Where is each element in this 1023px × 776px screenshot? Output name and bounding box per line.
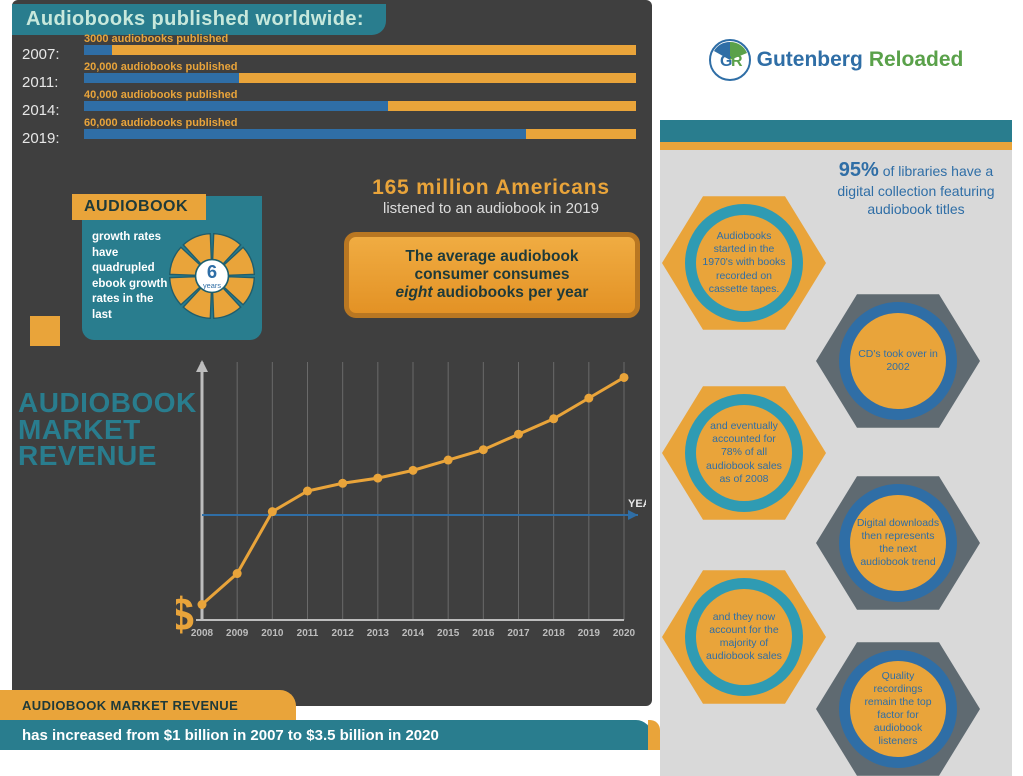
brand-text-2: Reloaded xyxy=(869,48,964,72)
revenue-title: AUDIOBOOKMARKETREVENUE xyxy=(18,390,178,470)
header-title: Audiobooks published worldwide: xyxy=(12,4,386,35)
callout-line3: eight audiobooks per year xyxy=(396,284,589,302)
callout-line1: The average audiobook xyxy=(405,248,578,266)
growth-box: AUDIOBOOK growth rates have quadrupled e… xyxy=(82,196,262,340)
hex-timeline: Audiobooks started in the 1970's with bo… xyxy=(660,160,1012,776)
hex-shape: Audiobooks started in the 1970's with bo… xyxy=(662,192,826,334)
infographic-canvas: Audiobooks published worldwide: 2007:300… xyxy=(0,0,1023,776)
svg-text:2008: 2008 xyxy=(191,628,214,639)
bar-track: 60,000 audiobooks published xyxy=(84,129,642,147)
hex-ring: CD's took over in 2002 xyxy=(839,302,957,420)
bar-blue-seg xyxy=(84,101,388,111)
hex-shape: and they now account for the majority of… xyxy=(662,566,826,708)
callout-line3-rest: audiobooks per year xyxy=(433,284,589,301)
growth-text: growth rates have quadrupled ebook growt… xyxy=(92,230,176,323)
teal-strip xyxy=(660,120,1012,142)
legend-square-icon xyxy=(30,316,60,346)
svg-text:R: R xyxy=(731,53,743,70)
hex-shape: Digital downloads then represents the ne… xyxy=(816,472,980,614)
hex-shape: Quality recordings remain the top factor… xyxy=(816,638,980,776)
hex-ring: and eventually accounted for 78% of all … xyxy=(685,394,803,512)
hex-text: and eventually accounted for 78% of all … xyxy=(696,405,792,501)
callout-line2: consumer consumes xyxy=(414,266,569,284)
bar-year: 2019: xyxy=(22,130,84,147)
svg-text:6: 6 xyxy=(207,261,217,282)
bar-blue-seg xyxy=(84,129,526,139)
svg-text:years: years xyxy=(203,281,221,290)
revenue-line-chart: YEARS$2008200920102011201220132014201520… xyxy=(176,358,646,650)
bar-row: 2019:60,000 audiobooks published xyxy=(22,124,642,152)
bar-caption: 3000 audiobooks published xyxy=(84,33,228,45)
svg-text:2013: 2013 xyxy=(367,628,390,639)
bar-orange-seg xyxy=(239,73,636,83)
svg-text:2014: 2014 xyxy=(402,628,425,639)
svg-text:2017: 2017 xyxy=(507,628,530,639)
bar-year: 2007: xyxy=(22,46,84,63)
hex-ring: Audiobooks started in the 1970's with bo… xyxy=(685,204,803,322)
svg-text:2016: 2016 xyxy=(472,628,495,639)
footer-stub xyxy=(648,720,660,750)
hex-text: and they now account for the majority of… xyxy=(696,589,792,685)
brand-text-1: Gutenberg xyxy=(757,48,863,72)
hex-node: Quality recordings remain the top factor… xyxy=(816,638,980,776)
hex-node: CD's took over in 2002 xyxy=(816,290,980,432)
brand-logo: G R GutenbergReloaded xyxy=(709,39,964,81)
bar-year: 2011: xyxy=(22,74,84,91)
hex-ring: Digital downloads then represents the ne… xyxy=(839,484,957,602)
svg-text:2018: 2018 xyxy=(543,628,566,639)
bar-orange-seg xyxy=(388,101,636,111)
bar-blue-seg xyxy=(84,73,239,83)
logo-box: G R GutenbergReloaded xyxy=(660,0,1012,120)
hex-node: Audiobooks started in the 1970's with bo… xyxy=(662,192,826,334)
published-bars: 2007:3000 audiobooks published2011:20,00… xyxy=(22,40,642,152)
svg-text:YEARS: YEARS xyxy=(628,498,646,510)
hex-text: Quality recordings remain the top factor… xyxy=(850,661,946,757)
bar-caption: 40,000 audiobooks published xyxy=(84,89,237,101)
hex-text: CD's took over in 2002 xyxy=(850,313,946,409)
brand-mark-icon: G R xyxy=(709,39,751,81)
callout-emph: eight xyxy=(396,284,433,301)
bar-caption: 60,000 audiobooks published xyxy=(84,117,237,129)
bar-year: 2014: xyxy=(22,102,84,119)
stat-165m-line1: 165 million Americans xyxy=(336,176,646,200)
stat-165m-line2: listened to an audiobook in 2019 xyxy=(336,200,646,217)
hex-ring: and they now account for the majority of… xyxy=(685,578,803,696)
footer-teal-bar: has increased from $1 billion in 2007 to… xyxy=(0,720,652,750)
svg-text:2019: 2019 xyxy=(578,628,601,639)
growth-pie-icon: 6years xyxy=(166,230,258,322)
stat-165m: 165 million Americans listened to an aud… xyxy=(336,176,646,217)
hex-text: Digital downloads then represents the ne… xyxy=(850,495,946,591)
bar-blue-seg xyxy=(84,45,112,55)
bar-orange-seg xyxy=(526,129,636,139)
hex-node: Digital downloads then represents the ne… xyxy=(816,472,980,614)
svg-text:2010: 2010 xyxy=(261,628,284,639)
svg-text:2009: 2009 xyxy=(226,628,249,639)
hex-node: and eventually accounted for 78% of all … xyxy=(662,382,826,524)
hex-text: Audiobooks started in the 1970's with bo… xyxy=(696,215,792,311)
bar-orange-seg xyxy=(112,45,636,55)
orange-strip xyxy=(660,142,1012,150)
svg-text:2020: 2020 xyxy=(613,628,636,639)
left-panel: Audiobooks published worldwide: 2007:300… xyxy=(12,0,652,706)
hex-shape: and eventually accounted for 78% of all … xyxy=(662,382,826,524)
right-column: G R GutenbergReloaded 95% of libraries h… xyxy=(660,0,1012,776)
hex-ring: Quality recordings remain the top factor… xyxy=(839,650,957,768)
hex-shape: CD's took over in 2002 xyxy=(816,290,980,432)
svg-text:2015: 2015 xyxy=(437,628,460,639)
bar-caption: 20,000 audiobooks published xyxy=(84,61,237,73)
svg-text:2012: 2012 xyxy=(332,628,355,639)
svg-text:2011: 2011 xyxy=(297,628,319,639)
hex-node: and they now account for the majority of… xyxy=(662,566,826,708)
growth-label: AUDIOBOOK xyxy=(72,194,206,220)
footer-orange-bar: AUDIOBOOK MARKET REVENUE xyxy=(0,690,296,720)
avg-consumer-callout: The average audiobook consumer consumes … xyxy=(344,232,640,318)
